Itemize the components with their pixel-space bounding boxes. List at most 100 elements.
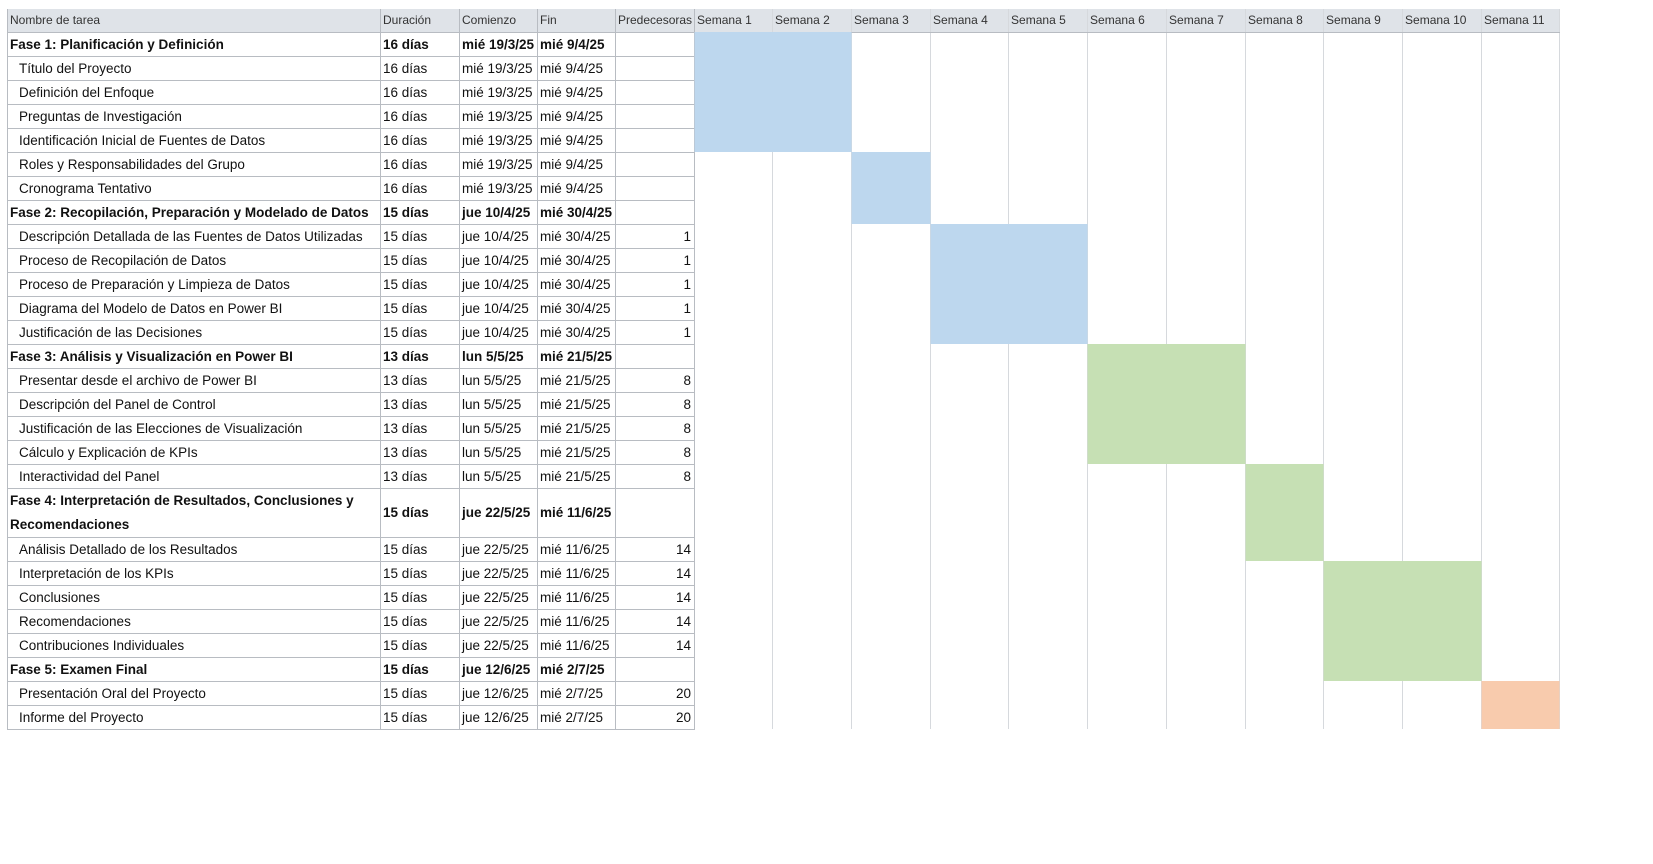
week-header-11[interactable]: Semana 11	[1481, 9, 1561, 33]
task-start: jue 22/5/25	[459, 609, 538, 634]
week-cell	[1008, 440, 1089, 464]
week-cell	[930, 272, 1010, 296]
week-cell	[772, 440, 853, 464]
week-cell	[1166, 561, 1247, 585]
task-row[interactable]: Descripción del Panel de Control 13 días l…	[7, 392, 1561, 417]
task-row[interactable]: Presentación Oral del Proyecto 15 días jue…	[7, 681, 1561, 706]
week-header-9[interactable]: Semana 9	[1323, 9, 1404, 33]
task-start: mié 19/3/25	[459, 104, 538, 129]
week-cell	[1245, 537, 1325, 561]
task-duration: 13 días	[380, 368, 460, 393]
week-header-3[interactable]: Semana 3	[851, 9, 932, 33]
week-cell	[1245, 176, 1325, 200]
week-header-10[interactable]: Semana 10	[1402, 9, 1483, 33]
week-cell	[851, 176, 932, 200]
week-cell	[694, 128, 774, 152]
task-predecessors	[614, 128, 696, 153]
task-row[interactable]: Proceso de Recopilación de Datos 15 días j…	[7, 248, 1561, 273]
week-cell	[930, 176, 1010, 200]
task-row[interactable]: Definición del Enfoque 16 días mié 19/3/25…	[7, 80, 1561, 105]
task-end: mié 2/7/25	[537, 657, 616, 682]
header-row: Nombre de tarea Duración Comienzo Fin Pr…	[7, 9, 1561, 33]
task-name: Justificación de las Elecciones de Visua…	[7, 416, 381, 441]
week-cell	[772, 224, 853, 248]
task-name: Presentación Oral del Proyecto	[7, 681, 381, 706]
task-duration: 13 días	[380, 392, 460, 417]
task-row[interactable]: Contribuciones Individuales 15 días jue 22…	[7, 633, 1561, 658]
task-row[interactable]: Diagrama del Modelo de Datos en Power BI…	[7, 296, 1561, 321]
phase-row[interactable]: Fase 3: Análisis y Visualización en Powe…	[7, 344, 1561, 369]
task-start: jue 10/4/25	[459, 296, 538, 321]
col-header-name[interactable]: Nombre de tarea	[7, 9, 381, 33]
col-header-end[interactable]: Fin	[537, 9, 616, 33]
week-header-2[interactable]: Semana 2	[772, 9, 853, 33]
phase-row[interactable]: Fase 2: Recopilación, Preparación y Mode…	[7, 200, 1561, 225]
task-end: mié 2/7/25	[537, 705, 616, 730]
task-row[interactable]: Justificación de las Elecciones de Visua…	[7, 416, 1561, 441]
task-start: mié 19/3/25	[459, 32, 538, 57]
task-duration: 15 días	[380, 681, 460, 706]
week-cell	[1481, 585, 1561, 609]
week-cell	[851, 32, 932, 56]
week-cell	[1245, 657, 1325, 681]
task-end: mié 11/6/25	[537, 537, 616, 562]
week-cell	[1087, 681, 1168, 705]
week-header-7[interactable]: Semana 7	[1166, 9, 1247, 33]
task-end: mié 21/5/25	[537, 344, 616, 369]
week-cell	[772, 488, 853, 537]
week-cell	[1323, 32, 1404, 56]
col-header-duration[interactable]: Duración	[380, 9, 460, 33]
week-cell	[694, 224, 774, 248]
task-duration: 15 días	[380, 224, 460, 249]
phase-row[interactable]: Fase 1: Planificación y Definición 16 día…	[7, 32, 1561, 57]
week-header-8[interactable]: Semana 8	[1245, 9, 1325, 33]
task-row[interactable]: Descripción Detallada de las Fuentes de …	[7, 224, 1561, 249]
week-cell	[930, 224, 1010, 248]
task-row[interactable]: Presentar desde el archivo de Power BI 13…	[7, 368, 1561, 393]
week-header-5[interactable]: Semana 5	[1008, 9, 1089, 33]
task-predecessors	[614, 176, 696, 201]
week-cell	[1323, 392, 1404, 416]
phase-row[interactable]: Fase 5: Examen Final 15 días jue 12/6/25 mi…	[7, 657, 1561, 682]
week-cell	[1402, 104, 1483, 128]
week-cell	[1087, 272, 1168, 296]
week-cell	[1245, 152, 1325, 176]
week-cell	[694, 272, 774, 296]
task-row[interactable]: Interactividad del Panel 13 días lun 5/5/2…	[7, 464, 1561, 489]
task-row[interactable]: Conclusiones 15 días jue 22/5/25 mié 11/6/2…	[7, 585, 1561, 610]
task-row[interactable]: Informe del Proyecto 15 días jue 12/6/25 mi…	[7, 705, 1561, 730]
task-row[interactable]: Proceso de Preparación y Limpieza de Dat…	[7, 272, 1561, 297]
week-cell	[694, 200, 774, 224]
task-row[interactable]: Justificación de las Decisiones 15 días ju…	[7, 320, 1561, 345]
week-cell	[772, 296, 853, 320]
week-cell	[1008, 344, 1089, 368]
col-header-start[interactable]: Comienzo	[459, 9, 538, 33]
week-header-4[interactable]: Semana 4	[930, 9, 1010, 33]
task-duration: 15 días	[380, 585, 460, 610]
week-cell	[851, 344, 932, 368]
week-cell	[1087, 488, 1168, 537]
task-row[interactable]: Análisis Detallado de los Resultados 15 d…	[7, 537, 1561, 562]
week-cell	[772, 128, 853, 152]
week-cell	[694, 32, 774, 56]
task-row[interactable]: Identificación Inicial de Fuentes de Dat…	[7, 128, 1561, 153]
week-cell	[694, 537, 774, 561]
phase-row[interactable]: Fase 4: Interpretación de Resultados, Co…	[7, 488, 1561, 538]
task-row[interactable]: Preguntas de Investigación 16 días mié 19/…	[7, 104, 1561, 129]
week-header-1[interactable]: Semana 1	[694, 9, 774, 33]
week-cell	[772, 320, 853, 344]
task-start: mié 19/3/25	[459, 176, 538, 201]
task-row[interactable]: Interpretación de los KPIs 15 días jue 22/…	[7, 561, 1561, 586]
week-cell	[1008, 585, 1089, 609]
col-header-predecessors[interactable]: Predecesoras	[614, 9, 696, 33]
task-row[interactable]: Cálculo y Explicación de KPIs 13 días lun …	[7, 440, 1561, 465]
week-cell	[1087, 705, 1168, 729]
task-row[interactable]: Título del Proyecto 16 días mié 19/3/25 mié…	[7, 56, 1561, 81]
task-row[interactable]: Roles y Responsabilidades del Grupo 16 dí…	[7, 152, 1561, 177]
task-row[interactable]: Cronograma Tentativo 16 días mié 19/3/25 mi…	[7, 176, 1561, 201]
week-cell	[1087, 344, 1168, 368]
week-cell	[930, 657, 1010, 681]
week-cell	[772, 248, 853, 272]
week-header-6[interactable]: Semana 6	[1087, 9, 1168, 33]
task-row[interactable]: Recomendaciones 15 días jue 22/5/25 mié 11/…	[7, 609, 1561, 634]
